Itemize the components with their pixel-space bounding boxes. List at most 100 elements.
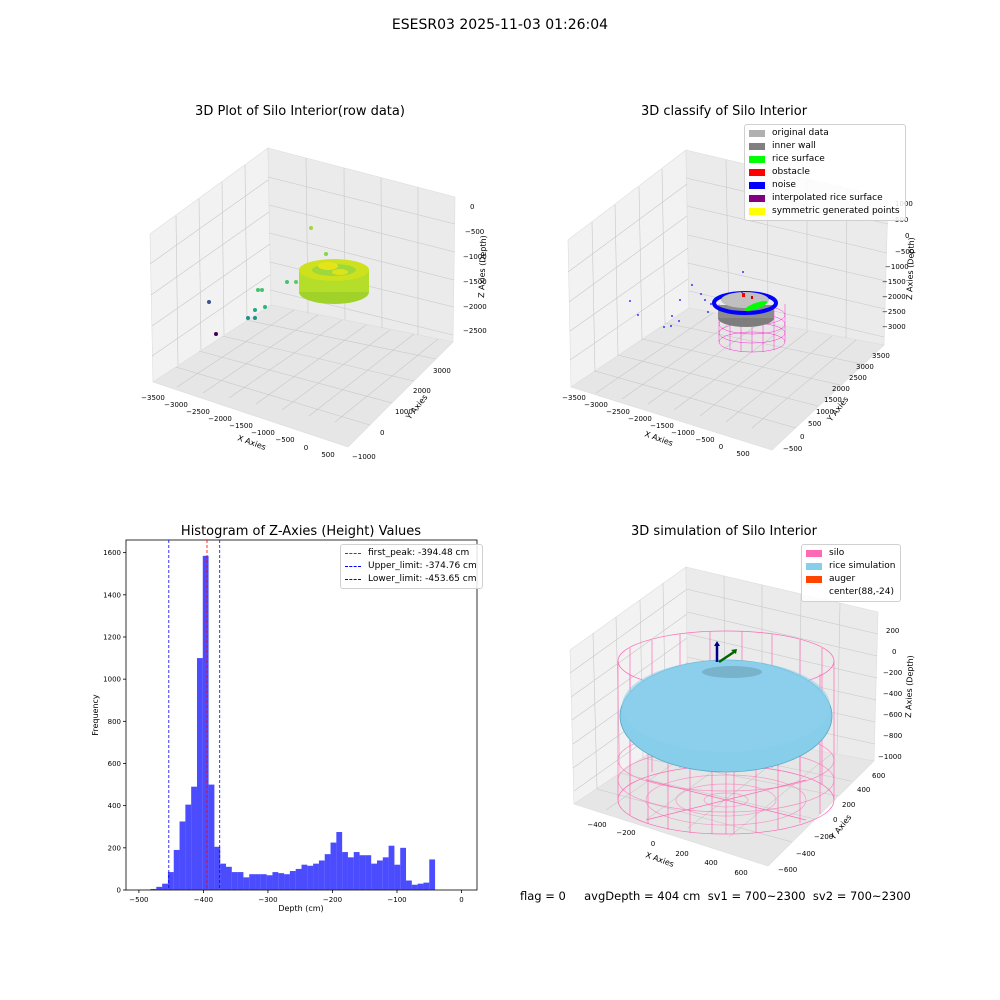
y-tick-label: 200 [108,844,121,852]
svg-text:200: 200 [842,801,855,809]
legend-label: original data [772,128,829,138]
legend-item-obstacle: obstacle [749,166,900,179]
panel3-title: Histogram of Z-Axies (Height) Values [180,524,422,539]
histogram-bar [272,872,279,890]
histogram-bar [196,658,203,890]
y-tick-label: 0 [117,887,121,895]
svg-text:400: 400 [704,859,717,867]
svg-text:0: 0 [651,840,655,848]
svg-text:0: 0 [719,443,723,451]
z-axis-ticks: 0 −500 −1000 −1500 −2000 −2500 [463,203,487,335]
histogram-plot-area [125,539,478,891]
legend-item-center: center(88,-24) [806,586,895,599]
legend-swatch [749,208,765,215]
legend-line [345,553,361,554]
histogram-bar [202,555,209,890]
histogram-bar [289,871,296,890]
svg-text:−3500: −3500 [141,394,165,402]
legend-label: rice simulation [829,561,896,571]
svg-text:0: 0 [800,433,804,441]
legend-item-silo: silo [806,547,895,560]
noise-points-scatter [629,271,744,328]
svg-text:−600: −600 [778,866,797,874]
svg-text:0: 0 [380,429,384,437]
legend-swatch [749,130,765,137]
histogram-bar [173,849,180,890]
histogram-bar [179,821,186,890]
classify-legend: original data inner wall rice surface ob… [744,124,906,221]
svg-text:600: 600 [734,869,747,877]
svg-text:0: 0 [470,203,474,211]
svg-text:−200: −200 [616,829,635,837]
histogram-bar [423,882,430,890]
legend-item-rice-surface: rice surface [749,153,900,166]
svg-text:−2500: −2500 [606,408,630,416]
histogram-bar [220,863,227,890]
legend-item-first-peak: first_peak: -394.48 cm [345,547,477,560]
legend-item-lower-limit: Lower_limit: -453.65 cm [345,573,477,586]
legend-swatch [806,550,822,557]
svg-text:400: 400 [857,786,870,794]
y-axis-ticks: −500 0 500 1000 1500 2000 2500 3000 3500 [783,352,890,453]
y-tick-label: 1000 [103,676,121,684]
z-axis-label: Z Axies (Depth) [904,655,915,718]
y-axis-label: Y Axies [828,813,854,842]
legend-swatch [806,589,822,596]
panel4-title: 3D simulation of Silo Interior [631,524,817,539]
legend-label: noise [772,180,796,190]
legend-line [345,566,361,567]
z-axis-ticks: 200 0 −200 −400 −600 −800 −1000 [878,627,902,761]
svg-text:−1500: −1500 [882,278,906,286]
svg-text:−2500: −2500 [186,408,210,416]
status-footer: flag = 0 avgDepth = 404 cm sv1 = 700~230… [520,889,911,903]
raw-outlier-points [207,226,328,336]
svg-text:−500: −500 [895,248,914,256]
x-tick-label: −300 [258,896,277,904]
y-tick-label: 800 [108,718,121,726]
y-tick-label: 1400 [103,591,121,599]
legend-label: center(88,-24) [829,587,894,597]
y-tick-label: 600 [108,760,121,768]
legend-swatch [749,182,765,189]
x-axis-label: X Axies [643,429,674,448]
svg-text:−3000: −3000 [882,323,906,331]
panel1-title: 3D Plot of Silo Interior(row data) [195,104,405,119]
x-tick-label: −100 [387,896,406,904]
legend-swatch [749,169,765,176]
svg-text:−2000: −2000 [208,415,232,423]
legend-item-inner-wall: inner wall [749,140,900,153]
svg-text:−2000: −2000 [882,293,906,301]
svg-text:−2000: −2000 [628,415,652,423]
histogram-bar [307,865,314,890]
svg-text:500: 500 [736,450,749,458]
histogram-bar [208,784,215,890]
raw-points-cloud [299,259,369,304]
histogram-bar [359,855,366,890]
histogram-bar [417,883,424,890]
figure-suptitle: ESESR03 2025-11-03 01:26:04 [391,17,609,33]
histogram-bar [429,859,436,890]
svg-text:−1000: −1000 [251,429,275,437]
panel-histogram: −500 −400 −300 −200 −100 0 0 200 400 600 800 1000 1… [91,539,478,913]
simulation-legend: silo rice simulation auger center(88,-24… [801,544,902,602]
svg-text:3000: 3000 [433,367,451,375]
legend-item-interpolated: interpolated rice surface [749,192,900,205]
histogram-bar [295,868,302,890]
svg-text:−1000: −1000 [352,453,376,461]
histogram-bar [376,860,383,890]
histogram-bar [167,872,174,890]
histogram-bar [191,786,197,890]
histogram-bar [406,880,412,890]
legend-line [345,579,361,580]
histogram-bar [400,847,407,890]
svg-text:3000: 3000 [856,363,874,371]
legend-item-rice-simulation: rice simulation [806,560,895,573]
svg-text:−500: −500 [465,228,484,236]
y-tick-label: 400 [108,802,121,810]
legend-item-noise: noise [749,179,900,192]
histogram-bar [318,860,325,890]
svg-text:−400: −400 [796,850,815,858]
histogram-bar [278,873,285,890]
